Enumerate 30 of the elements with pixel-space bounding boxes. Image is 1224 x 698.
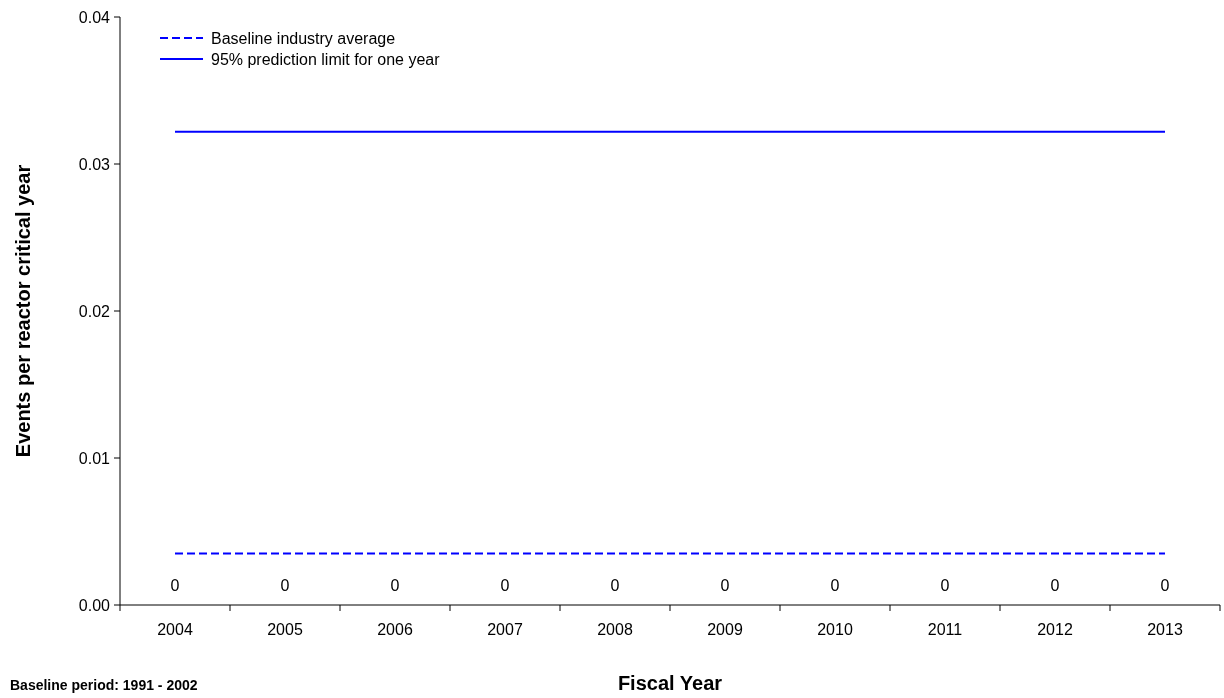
y-tick-label: 0.00 <box>78 596 111 614</box>
text: Baseline period: 1991 - 2002 <box>10 677 198 693</box>
data-label: 0 <box>610 577 620 594</box>
data-label: 0 <box>500 577 510 594</box>
x-axis-title: Fiscal Year <box>617 672 723 694</box>
x-tick-label: 2005 <box>267 621 303 638</box>
y-tick-label: 0.01 <box>78 449 111 467</box>
x-tick-label: 2011 <box>927 621 963 638</box>
x-tick-label: 2012 <box>1037 621 1073 638</box>
x-tick-label: 2004 <box>157 621 193 638</box>
legend-label: Baseline industry average <box>211 29 396 47</box>
x-tick-label: 2008 <box>597 621 633 638</box>
data-label: 0 <box>830 577 840 594</box>
x-tick-label: 2006 <box>377 621 413 638</box>
data-label: 0 <box>940 577 950 594</box>
y-tick-label: 0.04 <box>78 8 111 26</box>
data-label: 0 <box>170 577 180 594</box>
data-label: 0 <box>280 577 290 594</box>
x-tick-label: 2007 <box>487 621 523 638</box>
y-tick-label: 0.02 <box>78 302 111 320</box>
x-tick-label: 2010 <box>817 621 853 638</box>
legend-label: 95% prediction limit for one year <box>211 50 441 68</box>
data-label: 0 <box>720 577 730 594</box>
y-axis-title: Events per reactor critical year <box>12 164 34 458</box>
y-tick-label: 0.03 <box>78 155 111 173</box>
data-label: 0 <box>1050 577 1060 594</box>
x-tick-label: 2013 <box>1147 621 1183 638</box>
x-tick-label: 2009 <box>707 621 743 638</box>
data-label: 0 <box>1160 577 1170 594</box>
data-label: 0 <box>390 577 400 594</box>
